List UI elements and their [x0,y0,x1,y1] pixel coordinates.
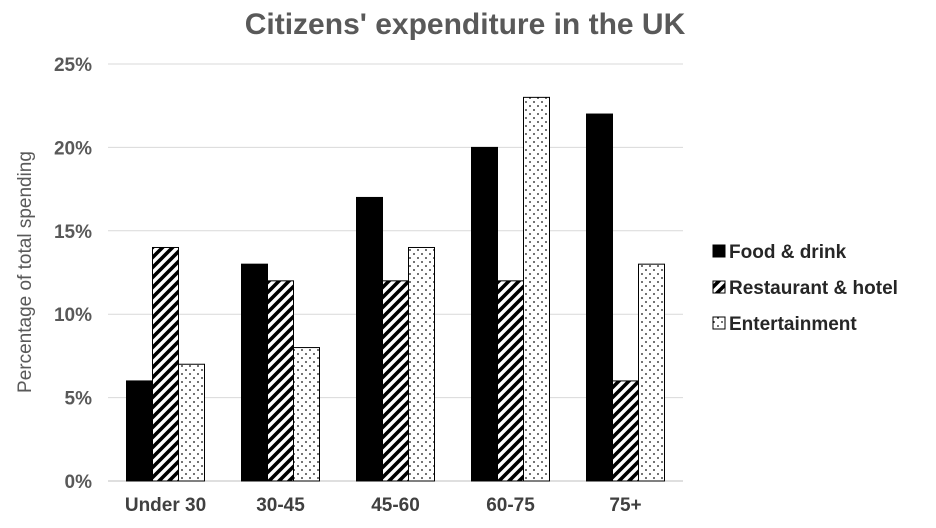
bar-dots-1 [293,347,320,482]
bar-diagonal-stripes-1 [267,280,294,482]
x-tick-label: 60-75 [486,495,535,516]
legend-swatch [712,280,726,294]
y-tick-label: 0% [65,472,93,493]
y-tick-label: 20% [54,138,92,159]
bar-diagonal-stripes-3 [497,280,524,482]
y-tick-label: 10% [54,305,92,326]
bar-dots-0 [178,363,205,482]
bar-solid-1 [241,263,268,482]
legend-swatch [712,244,726,258]
legend: Food & drink Restaurant & hotel Entertainm… [712,242,898,335]
x-axis-ticks: Under 30 30-45 45-60 60-75 75+ [125,495,642,516]
y-tick-label: 25% [54,55,92,76]
bar-diagonal-stripes-0 [152,246,179,482]
bar-solid-3 [471,146,498,482]
legend-label: Food & drink [729,242,847,263]
x-tick-label: 75+ [609,495,641,516]
y-tick-label: 15% [54,222,92,243]
legend-swatch [712,316,726,330]
bar-dots-2 [408,246,435,482]
bar-solid-0 [126,380,153,482]
bar-diagonal-stripes-4 [612,380,639,482]
x-tick-label: 45-60 [371,495,420,516]
y-axis-label: Percentage of total spending [15,151,36,393]
y-axis-ticks: 0% 5% 10% 15% 20% 25% [54,55,92,493]
legend-label: Restaurant & hotel [729,278,898,299]
bar-dots-3 [523,96,550,482]
bar-solid-4 [586,113,613,482]
x-tick-label: Under 30 [125,495,206,516]
chart-title: Citizens' expenditure in the UK [245,8,686,41]
bar-solid-2 [356,196,383,482]
bar-dots-4 [638,263,665,482]
y-tick-label: 5% [65,389,93,410]
bar-diagonal-stripes-2 [382,280,409,482]
bars [126,96,665,482]
legend-label: Entertainment [729,314,857,335]
x-tick-label: 30-45 [256,495,305,516]
